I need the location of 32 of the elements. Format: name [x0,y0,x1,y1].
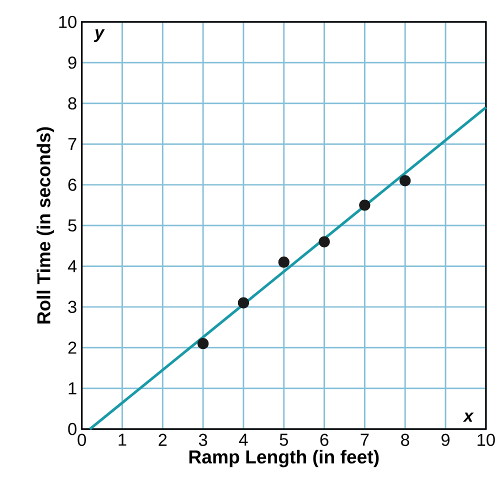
annotation: y [94,29,105,42]
point [197,338,209,350]
point [359,200,370,211]
annotation: x [462,412,474,422]
y-tick-label: 10 [59,16,76,28]
x-tick-label: 6 [320,434,328,446]
point [238,297,250,308]
point [400,175,411,186]
point [278,256,290,268]
x-tick-label: 9 [442,434,450,446]
x-tick-label: 1 [118,434,126,446]
y-tick-label: 0 [68,422,76,436]
x-tick-label: 8 [401,434,410,446]
x-tick-label: 2 [158,434,167,446]
y-tick-label: 2 [68,342,76,354]
x-tick-label: 10 [478,434,495,446]
y-tick-label: 9 [68,56,76,69]
y-axis-title: Roll Time (in seconds) [36,127,54,324]
x-tick-label: 3 [198,434,208,446]
x-axis-title: Ramp Length (in feet) [189,450,379,468]
y-tick-label: 3 [68,300,76,314]
y-tick-label: 1 [68,382,76,394]
y-tick-label: 4 [68,260,77,272]
x-tick-label: 4 [239,434,248,446]
y-tick-label: 7 [68,138,76,150]
y-tick-label: 5 [68,220,76,232]
x-tick-label: 0 [78,434,86,446]
y-tick-label: 6 [68,178,76,191]
x-tick-label: 7 [360,434,369,446]
y-tick-label: 8 [68,97,76,110]
point [318,236,330,248]
x-tick-label: 5 [280,434,288,446]
